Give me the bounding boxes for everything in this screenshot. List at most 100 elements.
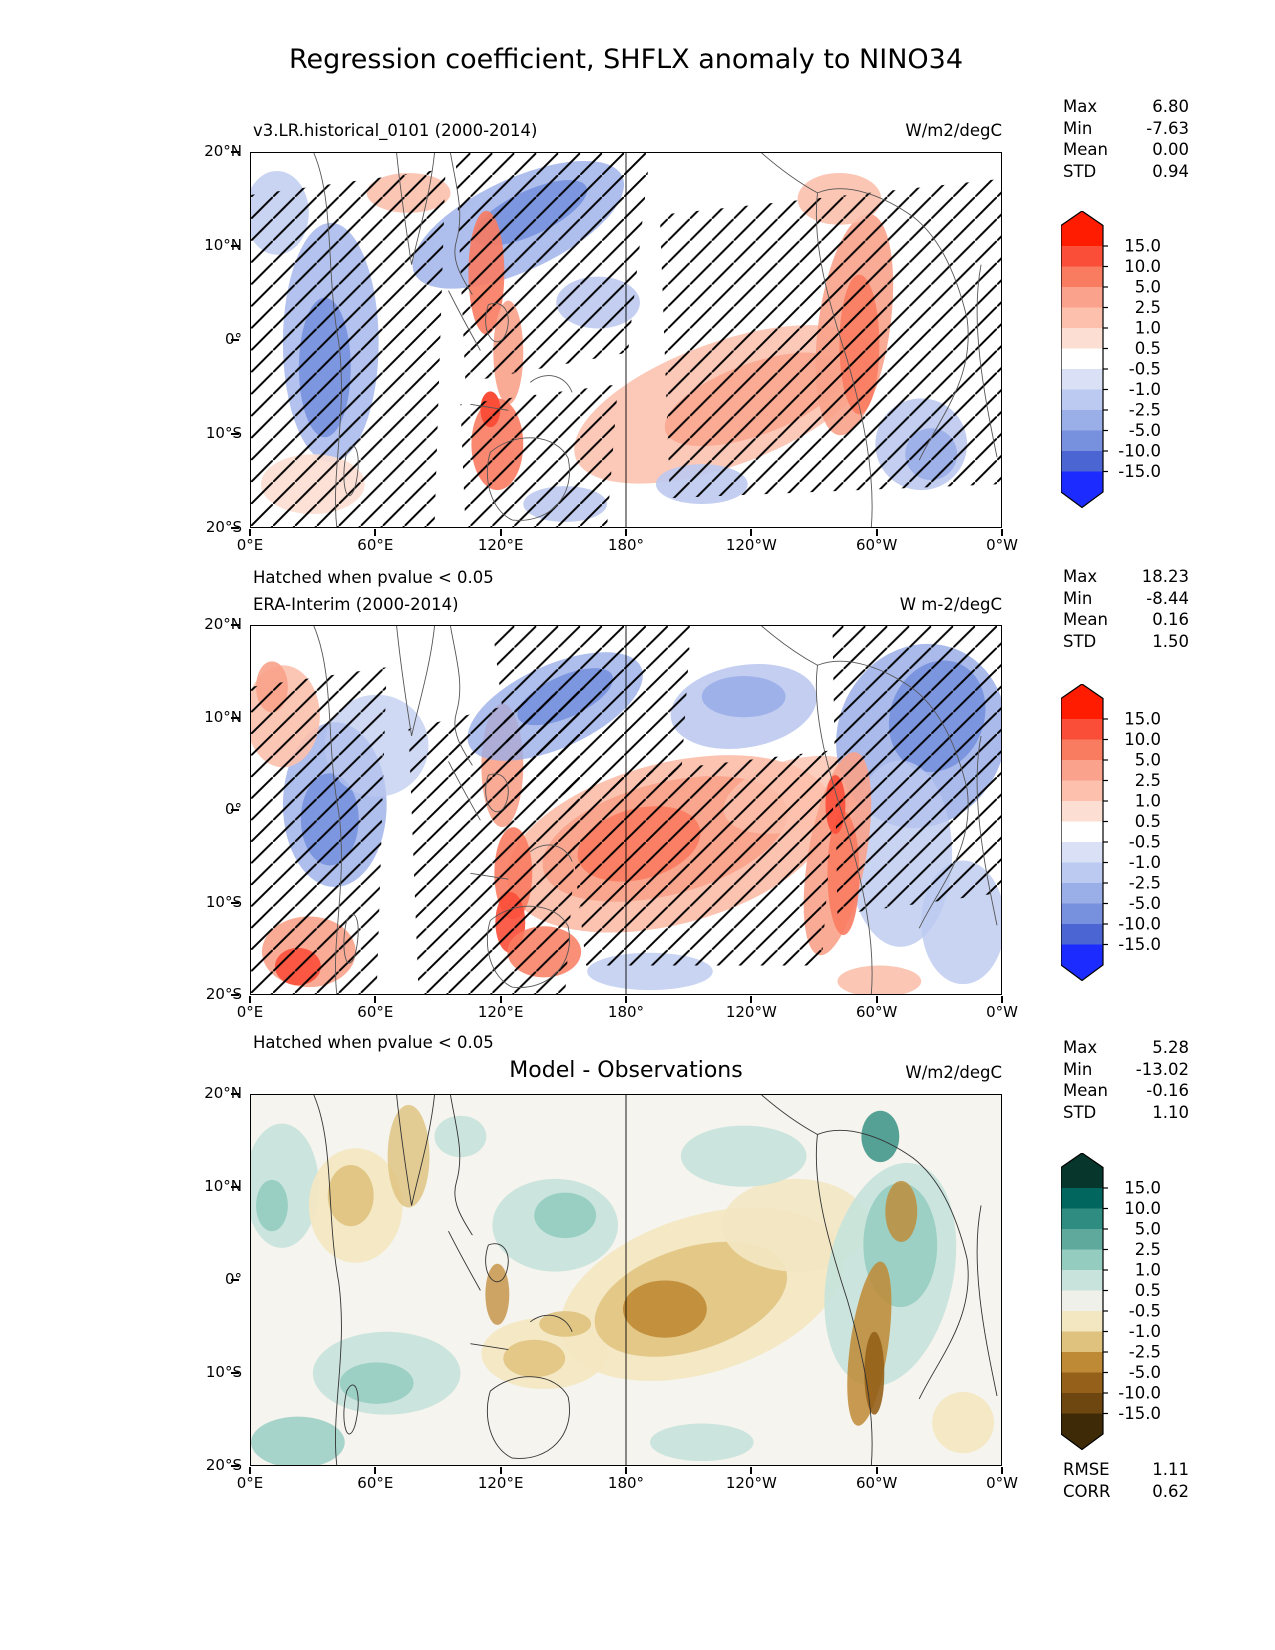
- x-axis-label: 0°W: [986, 1003, 1018, 1021]
- colorbar-tick-label: -10.0: [1118, 442, 1161, 461]
- stat-value: 1.10: [1152, 1102, 1189, 1122]
- stat-max: Max 18.23: [1063, 566, 1189, 588]
- stat-value: 18.23: [1141, 567, 1189, 586]
- stat-value: 0.94: [1152, 161, 1189, 181]
- colorbar-tick-label: 15.0: [1124, 237, 1161, 256]
- metric-label: RMSE: [1063, 1460, 1110, 1479]
- x-axis-label: 120°W: [725, 1003, 777, 1021]
- stat-mean: Mean 0.00: [1063, 139, 1189, 161]
- colorbar-tick-label: -0.5: [1129, 1302, 1161, 1321]
- y-axis-label: 10°N: [204, 1177, 242, 1195]
- panel2-stats: Max 18.23 Min -8.44 Mean 0.16 STD 1.50: [1063, 566, 1189, 652]
- coastlines: [313, 626, 998, 994]
- x-axis-tick: [1001, 1467, 1003, 1474]
- colorbar-tick-label: 0.5: [1135, 812, 1161, 831]
- stat-value: 6.80: [1152, 97, 1189, 116]
- x-axis-label: 0°W: [986, 536, 1018, 554]
- x-axis-tick: [499, 996, 502, 1003]
- colorbar-tick-label: -5.0: [1129, 894, 1161, 913]
- y-axis-tick: [231, 1186, 239, 1188]
- map-contour-obs: [251, 626, 1001, 994]
- x-axis-label: 120°E: [477, 1003, 524, 1021]
- panel2-footnote: Hatched when pvalue < 0.05: [253, 1033, 494, 1052]
- x-axis-label: 0°E: [236, 1003, 264, 1021]
- y-axis-tick: [231, 245, 239, 247]
- stat-label: Max: [1063, 1038, 1098, 1057]
- x-axis-tick: [625, 1467, 627, 1474]
- stat-label: Min: [1063, 118, 1093, 138]
- colorbar-tick-label: 1.0: [1135, 319, 1161, 338]
- y-axis-tick: [231, 624, 239, 626]
- y-axis-tick: [231, 1465, 239, 1467]
- y-axis-label: 10°N: [204, 236, 242, 254]
- x-axis-label: 60°W: [855, 1474, 898, 1492]
- metric-value: 1.11: [1152, 1460, 1189, 1479]
- x-axis-label: 180°: [607, 536, 645, 554]
- colorbar-tick-label: -15.0: [1118, 1404, 1161, 1423]
- x-axis-label: 180°: [607, 1003, 645, 1021]
- colorbar-tick-label: 2.5: [1135, 298, 1161, 317]
- colorbar-tick-label: 10.0: [1124, 257, 1161, 276]
- colorbar: 15.010.0 5.02.5 1.00.5 -0.5-1.0 -2.5-5.0 -10.…: [1061, 1153, 1161, 1451]
- colorbar-tick-label: -15.0: [1118, 462, 1161, 481]
- stat-label: STD: [1063, 161, 1097, 181]
- x-axis-label: 0°E: [236, 1474, 264, 1492]
- metric-rmse: RMSE 1.11: [1063, 1459, 1189, 1481]
- colorbar-tick-label: -5.0: [1129, 421, 1161, 440]
- colorbar-tick-label: -0.5: [1129, 360, 1161, 379]
- y-axis-label: 20°N: [204, 615, 242, 633]
- x-axis-label: 120°W: [725, 1474, 777, 1492]
- stat-mean: Mean -0.16: [1063, 1080, 1189, 1102]
- colorbar-tick-label: 5.0: [1135, 751, 1161, 770]
- colorbar-tick-label: 2.5: [1135, 1240, 1161, 1259]
- stat-min: Min -13.02: [1063, 1059, 1189, 1081]
- colorbar-tick-label: 0.5: [1135, 339, 1161, 358]
- y-axis-tick: [231, 527, 239, 529]
- x-axis-label: 60°E: [357, 536, 394, 554]
- y-axis-label: 0°: [224, 1270, 242, 1288]
- stat-value: 1.50: [1152, 631, 1189, 651]
- colorbar-tick-label: 1.0: [1135, 792, 1161, 811]
- x-axis-label: 120°W: [725, 536, 777, 554]
- y-axis-label: 20°N: [204, 1084, 242, 1102]
- coastlines: [313, 1095, 998, 1465]
- stat-std: STD 0.94: [1063, 161, 1189, 183]
- colorbar: 15.010.0 5.02.5 1.00.5 -0.5-1.0 -2.5-5.0 -10.…: [1061, 211, 1161, 509]
- y-axis-label: 0°: [224, 800, 242, 818]
- figure-title: Regression coefficient, SHFLX anomaly to…: [289, 44, 963, 75]
- panel2-map-frame: [250, 625, 1002, 995]
- colorbar-tick-label: -1.0: [1129, 1322, 1161, 1341]
- stat-std: STD 1.10: [1063, 1102, 1189, 1124]
- stat-max: Max 6.80: [1063, 96, 1189, 118]
- stat-label: Mean: [1063, 140, 1108, 159]
- y-axis-label: 0°: [224, 330, 242, 348]
- metric-corr: CORR 0.62: [1063, 1481, 1189, 1503]
- y-axis-tick: [231, 433, 239, 435]
- y-axis-label: 10°N: [204, 707, 242, 726]
- colorbar-tick-label: -2.5: [1129, 401, 1161, 420]
- x-axis-tick: [875, 1467, 878, 1474]
- stat-label: Min: [1063, 588, 1093, 608]
- x-axis-tick: [1001, 529, 1003, 536]
- colorbar-tick-label: 5.0: [1135, 278, 1161, 297]
- x-axis-label: 180°: [607, 1474, 645, 1492]
- stat-value: 0.16: [1152, 610, 1189, 629]
- x-axis-label: 60°E: [357, 1474, 394, 1492]
- stat-std: STD 1.50: [1063, 631, 1189, 653]
- colorbar-tick-label: -5.0: [1129, 1363, 1161, 1382]
- panel2-units: W m-2/degC: [899, 595, 1002, 614]
- x-axis-tick: [875, 529, 878, 536]
- y-axis-label: 20°S: [205, 985, 242, 1003]
- x-axis-label: 0°W: [986, 1474, 1018, 1492]
- stat-min: Min -8.44: [1063, 588, 1189, 610]
- colorbar-tick-label: 10.0: [1124, 730, 1161, 749]
- x-axis-label: 120°E: [477, 536, 524, 554]
- colorbar-tick-label: -15.0: [1118, 935, 1161, 954]
- x-axis-label: 60°E: [357, 1003, 394, 1021]
- x-axis-tick: [750, 996, 753, 1003]
- x-axis-label: 60°W: [855, 536, 898, 554]
- y-axis-label: 10°S: [205, 424, 242, 442]
- x-axis-tick: [249, 1467, 251, 1474]
- colorbar-tick-label: 2.5: [1135, 771, 1161, 790]
- x-axis-tick: [499, 1467, 502, 1474]
